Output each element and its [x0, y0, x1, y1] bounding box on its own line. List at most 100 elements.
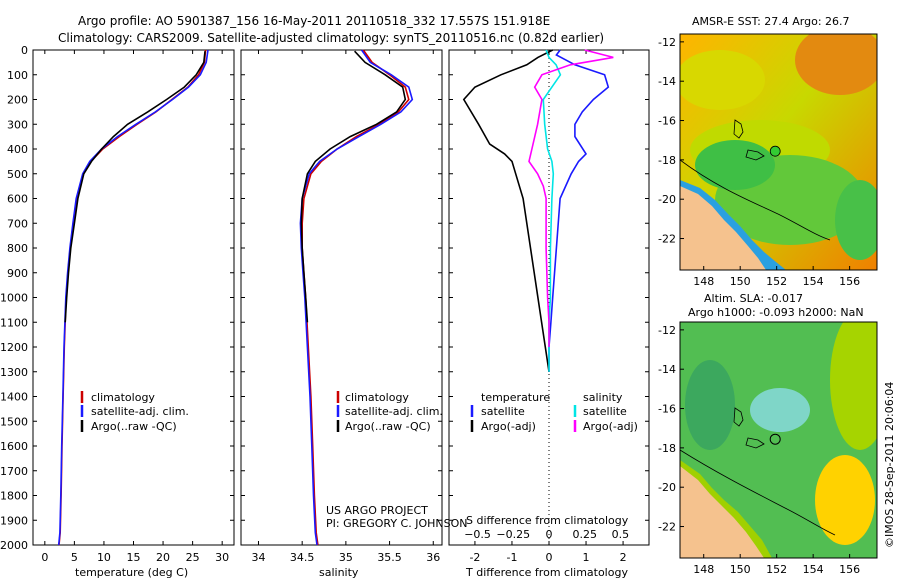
depth-tick-label: 500: [7, 168, 28, 181]
series-line-s-argo-adj-: [528, 49, 614, 347]
legend-label-satellite: satellite-adj. clim.: [345, 405, 443, 418]
depth-tick-label: 1400: [0, 391, 28, 404]
salinity-x-axis: 34 34.5 35 35.5 36: [251, 50, 440, 564]
s-tick-label: 0.25: [572, 528, 597, 541]
lat-tick-label: -12: [658, 324, 676, 337]
sla-map-title1: Altim. SLA: -0.017: [704, 292, 803, 305]
difference-series: [462, 49, 614, 372]
depth-tick-label: 300: [7, 118, 28, 131]
t-difference-xlabel: T difference from climatology: [465, 566, 628, 579]
depth-tick-label: 1300: [0, 366, 28, 379]
depth-tick-label: 0: [21, 44, 28, 57]
sla-map-ticks: 148 150 152 154 156 -12 -14 -16 -18 -20 -22: [658, 324, 860, 576]
s-tick-label: 0.5: [612, 528, 630, 541]
s-difference-xlabel: S difference from climatology: [466, 514, 629, 527]
legend-label-s-satellite: satellite: [583, 405, 627, 418]
lon-tick-label: 148: [693, 275, 714, 288]
lat-tick-label: -14: [658, 75, 676, 88]
sla-patch: [830, 322, 877, 450]
temperature-panel: 0100200300400500600700800900100011001200…: [0, 44, 235, 579]
series-line-satellite-adj-clim-: [299, 49, 414, 546]
lat-tick-label: -20: [658, 481, 676, 494]
depth-tick-label: 1200: [0, 341, 28, 354]
lon-tick-label: 152: [766, 275, 787, 288]
reef-outline: [733, 407, 765, 449]
t-difference-x-axis: -2 -1 0 1 2: [469, 50, 627, 564]
depth-tick-label: 1100: [0, 316, 28, 329]
sla-map-panel: Altim. SLA: -0.017 Argo h1000: -0.093 h2…: [658, 292, 878, 576]
difference-depth-ticks: [449, 49, 649, 546]
sst-map-frame: [679, 33, 878, 271]
depth-tick-label: 400: [7, 143, 28, 156]
temperature-xlabel: temperature (deg C): [75, 566, 188, 579]
pi-annotation: PI: GREGORY C. JOHNSON: [326, 517, 467, 530]
sst-cool-patch: [695, 140, 775, 190]
depth-axis: 0 100 200 300 400 500 600 700 800 900 1000 1100 1200…: [0, 44, 234, 552]
x-tick-label: 34: [251, 551, 265, 564]
legend-label-climatology: climatology: [91, 391, 155, 404]
x-tick-label: 20: [156, 551, 170, 564]
series-line-climatology: [301, 49, 410, 546]
x-tick-label: 35: [339, 551, 353, 564]
lat-tick-label: -14: [658, 363, 676, 376]
difference-legend: temperature salinity satellite Argo(-adj…: [470, 391, 638, 433]
lat-tick-label: -16: [658, 115, 676, 128]
header-line1: Argo profile: AO 5901387_156 16-May-2011…: [78, 14, 550, 28]
s-tick-label: −0.25: [496, 528, 530, 541]
x-tick-label: 5: [71, 551, 78, 564]
difference-panel: -2 -1 0 1 2 −0.5 −0.25 0 0.25 0.5 S difference f…: [448, 49, 650, 579]
lon-tick-label: 152: [766, 563, 787, 576]
land: [680, 466, 764, 558]
series-line-t-argo-adj-: [462, 49, 554, 372]
legend-label-t-satellite: satellite: [481, 405, 525, 418]
depth-tick-label: 1800: [0, 490, 28, 503]
salinity-axes-box: [240, 49, 443, 546]
temperature-axes-box: [32, 49, 235, 546]
legend-label-climatology: climatology: [345, 391, 409, 404]
depth-tick-label: 1900: [0, 514, 28, 527]
lon-tick-label: 154: [803, 275, 824, 288]
temperature-x-axis: 0 5 10 15 20 25 30: [41, 50, 229, 564]
depth-tick-label: 200: [7, 94, 28, 107]
x-tick-label: 0: [546, 551, 553, 564]
sst-map-ticks: 148 150 152 154 156 -12 -14 -16 -18 -20 -22: [658, 36, 860, 288]
legend-label-satellite: satellite-adj. clim.: [91, 405, 189, 418]
depth-tick-label: 1600: [0, 440, 28, 453]
project-annotation: US ARGO PROJECT: [326, 504, 428, 517]
lat-tick-label: -18: [658, 442, 676, 455]
salinity-xlabel: salinity: [319, 566, 359, 579]
sla-high-patch: [815, 455, 875, 545]
x-tick-label: 30: [215, 551, 229, 564]
x-tick-label: 34.5: [290, 551, 315, 564]
lon-tick-label: 156: [839, 563, 860, 576]
depth-tick-label: 800: [7, 242, 28, 255]
series-line-t-satellite: [548, 49, 610, 372]
series-line-climatology: [58, 49, 207, 546]
s-difference-x-axis: −0.5 −0.25 0 0.25 0.5: [464, 528, 629, 541]
depth-tick-label: 1700: [0, 465, 28, 478]
x-tick-label: 15: [127, 551, 141, 564]
reef-outline: [733, 119, 765, 161]
lon-tick-label: 148: [693, 563, 714, 576]
lat-tick-label: -22: [658, 521, 676, 534]
lon-tick-label: 156: [839, 275, 860, 288]
legend-label-argo: Argo(..raw -QC): [91, 420, 177, 433]
land: [680, 186, 766, 270]
lon-tick-label: 154: [803, 563, 824, 576]
depth-tick-label: 1500: [0, 415, 28, 428]
lat-tick-label: -16: [658, 403, 676, 416]
depth-tick-label: 100: [7, 69, 28, 82]
x-tick-label: 0: [41, 551, 48, 564]
s-tick-label: −0.5: [464, 528, 491, 541]
sla-patch: [685, 360, 735, 450]
sst-warm-patch: [795, 34, 877, 95]
legend-label-t-argo: Argo(-adj): [481, 420, 536, 433]
sst-map-panel: AMSR-E SST: 27.4 Argo: 26.7 148 150 152 154…: [658, 15, 878, 288]
legend-label-s-argo: Argo(-adj): [583, 420, 638, 433]
sst-cool-patch: [835, 180, 877, 260]
lon-tick-label: 150: [730, 563, 751, 576]
x-tick-label: -2: [469, 551, 480, 564]
sst-map-title: AMSR-E SST: 27.4 Argo: 26.7: [692, 15, 850, 28]
lat-tick-label: -18: [658, 154, 676, 167]
